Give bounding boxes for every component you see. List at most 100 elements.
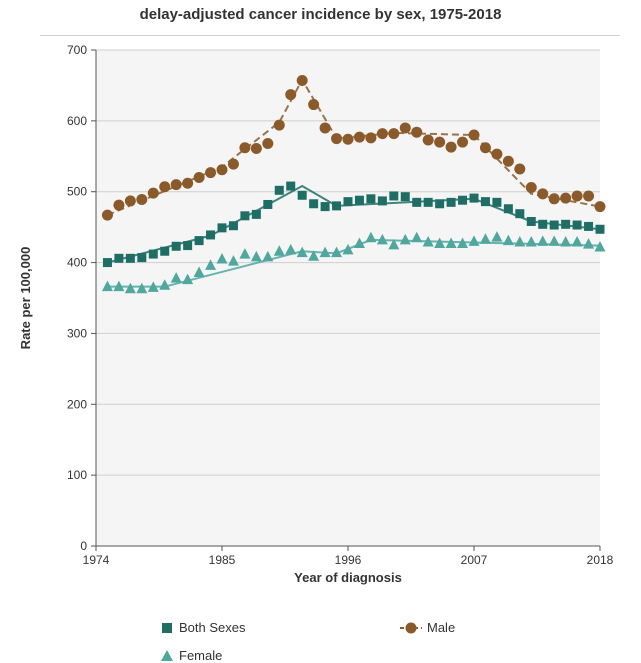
y-axis-label: Rate per 100,000	[18, 247, 33, 350]
data-point	[479, 142, 491, 154]
y-tick-label: 200	[67, 397, 87, 411]
tick-labels: 0 100 200 300 400 500 600 700 1974 1985 1996 2007 20…	[67, 43, 614, 567]
data-point	[217, 223, 227, 233]
data-point	[514, 163, 526, 175]
y-tick-label: 100	[67, 468, 87, 482]
data-point	[101, 280, 113, 292]
data-point	[561, 219, 571, 229]
data-point	[251, 209, 261, 219]
data-point	[297, 190, 307, 200]
data-point	[342, 243, 354, 255]
data-point	[583, 238, 595, 249]
data-point	[286, 181, 296, 191]
data-point	[332, 201, 342, 211]
data-point	[422, 134, 434, 146]
data-point	[263, 199, 273, 209]
data-point	[239, 142, 251, 154]
series-layer	[101, 74, 606, 294]
data-point	[262, 250, 274, 262]
data-point	[572, 220, 582, 230]
data-point	[308, 99, 320, 111]
data-point	[560, 192, 572, 204]
data-point	[205, 167, 217, 179]
data-point	[285, 243, 297, 255]
x-tick-label: 2018	[587, 553, 614, 567]
data-point	[353, 131, 365, 143]
data-point	[549, 220, 559, 230]
data-point	[365, 231, 377, 243]
data-point	[434, 237, 446, 248]
data-point	[113, 199, 125, 211]
data-point	[525, 236, 537, 247]
data-point	[445, 141, 457, 153]
x-tick-label: 2007	[461, 553, 488, 567]
data-point	[183, 241, 193, 251]
data-point	[457, 237, 469, 248]
data-point	[273, 245, 285, 256]
data-point	[446, 197, 456, 207]
data-point	[262, 138, 274, 150]
data-point	[342, 133, 354, 145]
data-point	[124, 195, 136, 207]
data-point	[182, 177, 194, 189]
y-tick-label: 500	[67, 185, 87, 199]
data-point	[491, 148, 503, 160]
data-point	[102, 258, 112, 268]
data-point	[491, 231, 503, 242]
series-male	[101, 74, 606, 221]
data-point	[194, 236, 204, 246]
data-point	[468, 235, 480, 246]
data-point	[124, 282, 136, 294]
data-point	[411, 126, 423, 138]
data-point	[205, 259, 217, 270]
data-point	[216, 253, 228, 264]
data-point	[388, 128, 400, 140]
data-point	[422, 236, 434, 247]
data-point	[445, 237, 457, 248]
data-point	[457, 136, 469, 148]
data-point	[228, 221, 238, 231]
title-divider	[40, 35, 620, 36]
data-point	[137, 253, 147, 263]
data-point	[469, 193, 479, 203]
data-point	[503, 204, 513, 214]
data-point	[319, 246, 331, 258]
data-point	[136, 194, 148, 206]
data-point	[515, 209, 525, 219]
x-axis-label: Year of diagnosis	[294, 570, 402, 585]
chart-title: delay-adjusted cancer incidence by sex, …	[139, 6, 502, 23]
data-point	[227, 158, 239, 170]
data-point	[411, 231, 423, 243]
data-point	[594, 201, 606, 213]
plot-area	[96, 50, 600, 546]
data-point	[594, 240, 606, 252]
data-point	[273, 119, 285, 131]
data-point	[479, 233, 491, 244]
data-point	[296, 74, 308, 86]
data-point	[376, 128, 388, 140]
data-point	[331, 246, 343, 258]
data-point	[148, 249, 158, 259]
data-point	[537, 188, 549, 200]
data-point	[353, 237, 365, 248]
y-tick-label: 700	[67, 43, 87, 57]
data-point	[250, 142, 262, 154]
data-point	[399, 233, 411, 245]
data-point	[227, 255, 239, 266]
data-point	[423, 197, 433, 207]
y-tick-label: 300	[67, 326, 87, 340]
data-point	[354, 195, 364, 205]
x-tick-label: 1985	[209, 553, 236, 567]
data-point	[376, 233, 388, 245]
series-both-sexes	[102, 181, 605, 268]
data-point	[514, 236, 526, 247]
data-point	[571, 236, 583, 247]
x-tick-label: 1974	[83, 553, 110, 567]
data-point	[480, 197, 490, 207]
data-point	[399, 122, 411, 134]
series-female	[101, 231, 606, 294]
data-point	[159, 279, 171, 290]
data-point	[159, 181, 171, 193]
data-point	[239, 248, 251, 259]
